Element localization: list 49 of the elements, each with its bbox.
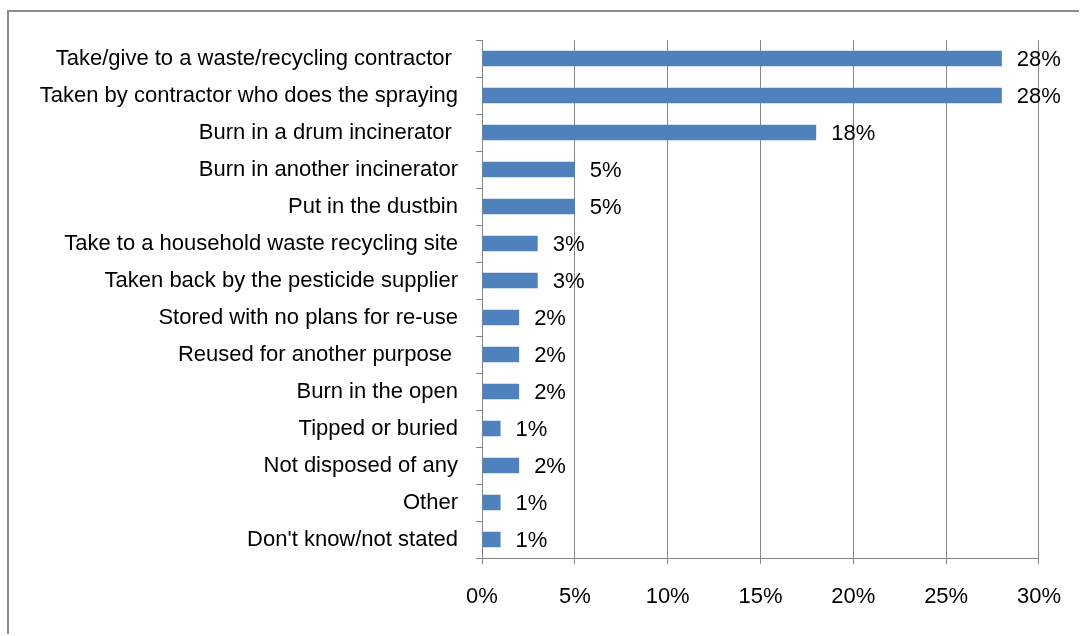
y-tick-label: Tipped or buried <box>298 414 458 440</box>
y-tick-label: Put in the dustbin <box>287 192 458 218</box>
bar <box>482 161 575 178</box>
data-label: 3% <box>552 267 585 293</box>
bar <box>482 383 520 400</box>
y-tick-label: Reused for another purpose <box>177 340 458 366</box>
bar <box>482 198 575 215</box>
y-tick-label: Burn in another incinerator <box>198 155 458 181</box>
y-tick-label: Stored with no plans for re-use <box>158 303 458 329</box>
data-label: 5% <box>589 193 622 219</box>
x-tick-label: 0% <box>466 583 498 609</box>
bar <box>482 309 520 326</box>
bar <box>482 457 520 474</box>
x-tick-label: 5% <box>558 583 591 609</box>
data-label: 1% <box>515 489 548 515</box>
data-label: 5% <box>589 156 622 182</box>
x-tick-label: 15% <box>738 583 783 609</box>
y-tick-label: Burn in a drum incinerator <box>198 118 458 144</box>
y-tick-label: Don't know/not stated <box>247 525 458 551</box>
y-tick-label: Taken by contractor who does the spraying <box>39 81 458 107</box>
bar <box>482 494 501 511</box>
bar <box>482 346 520 363</box>
data-label: 2% <box>534 304 566 330</box>
x-tick-label: 10% <box>645 583 690 609</box>
bar <box>482 124 817 141</box>
y-tick-label: Taken back by the pesticide supplier <box>104 266 458 292</box>
data-label: 1% <box>515 415 548 441</box>
bar <box>482 420 501 437</box>
data-label: 28% <box>1016 82 1061 108</box>
bar <box>482 531 501 548</box>
data-label: 2% <box>534 378 566 404</box>
x-tick-label: 20% <box>831 583 876 609</box>
y-tick-label: Other <box>402 488 458 514</box>
y-tick-label: Burn in the open <box>296 377 458 403</box>
bar <box>482 87 1002 104</box>
y-tick-label: Take/give to a waste/recycling contractor <box>55 44 458 70</box>
bar <box>482 272 538 289</box>
data-label: 2% <box>534 341 566 367</box>
y-tick-label: Not disposed of any <box>263 451 458 477</box>
data-label: 18% <box>831 119 876 145</box>
data-label: 1% <box>515 526 548 552</box>
data-label: 3% <box>552 230 585 256</box>
bar <box>482 235 538 252</box>
y-tick-label: Take to a household waste recycling site <box>64 229 458 255</box>
bar <box>482 50 1002 67</box>
x-tick-label: 25% <box>924 583 969 609</box>
data-label: 2% <box>534 452 566 478</box>
x-tick-label: 30% <box>1016 583 1062 609</box>
data-label: 28% <box>1016 45 1061 71</box>
